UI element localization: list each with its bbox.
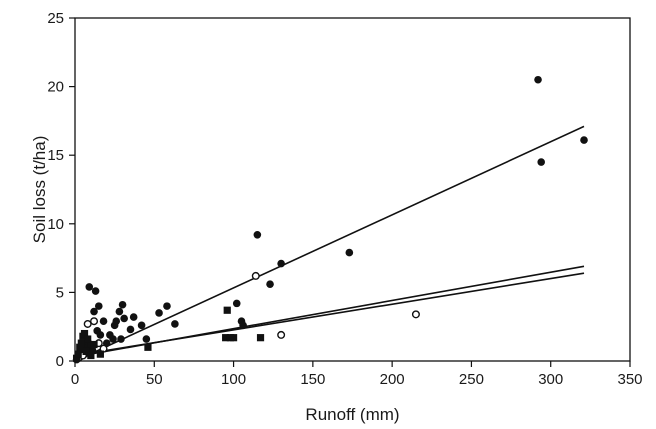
filled-circle-point	[126, 325, 135, 334]
filled-circle-point	[99, 317, 108, 326]
filled-square-point	[84, 335, 92, 343]
x-tick-label: 250	[459, 371, 484, 388]
open-circle-point	[83, 319, 92, 328]
filled-circle-point	[142, 335, 151, 343]
filled-circle-point	[171, 320, 179, 328]
x-axis: 0 50 100 150 200 250 300 350	[71, 361, 643, 388]
filled-square-point	[72, 354, 81, 362]
filled-circle-point	[253, 230, 262, 239]
filled-circle-point	[112, 317, 121, 326]
open-circle-point	[251, 271, 260, 280]
filled-circle-point	[120, 314, 128, 323]
filled-circle-point	[129, 313, 138, 321]
y-tick-label: 10	[47, 216, 64, 233]
filled-square-point	[74, 350, 82, 358]
filled-circle-point	[85, 283, 94, 291]
filled-circle-point	[534, 75, 542, 84]
filled-circle-point	[137, 321, 146, 330]
filled-circle-point	[580, 136, 588, 144]
x-tick-label: 50	[146, 371, 163, 388]
x-tick-label: 0	[71, 371, 79, 388]
open-circle-point	[90, 317, 99, 326]
plot-frame	[74, 17, 631, 362]
filled-square-point	[96, 350, 104, 358]
y-tick-label: 25	[47, 10, 64, 27]
filled-circle-point	[537, 158, 545, 166]
open-circle-point	[277, 330, 286, 339]
filled-square-point	[223, 306, 231, 314]
filled-circle-point	[266, 280, 274, 288]
filled-square-point	[82, 347, 90, 355]
filled-circle-point	[163, 302, 171, 310]
x-tick-label: 200	[380, 371, 405, 388]
y-tick-label: 20	[47, 79, 64, 96]
trend-line	[74, 272, 585, 357]
filled-square-point	[256, 334, 265, 342]
filled-square-point	[144, 343, 152, 351]
filled-square-point	[222, 334, 230, 342]
filled-circle-point	[91, 287, 100, 295]
filled-circle-point	[118, 300, 127, 309]
x-axis-title: Runoff (mm)	[305, 405, 399, 424]
x-tick-label: 350	[617, 371, 642, 388]
filled-circle-point	[345, 248, 354, 257]
y-axis: 0 5 10 15 20 25	[47, 10, 75, 370]
filled-circle-point	[277, 259, 285, 268]
x-tick-label: 150	[300, 371, 325, 388]
filled-square-point	[229, 334, 238, 342]
open-circle-point	[411, 310, 420, 319]
filled-circle-point	[155, 309, 163, 317]
filled-circle-point	[109, 335, 117, 343]
y-tick-label: 0	[56, 353, 64, 370]
plot-area	[72, 17, 631, 364]
y-tick-label: 5	[56, 284, 64, 301]
filled-circle-point	[96, 331, 105, 339]
filled-circle-point	[115, 307, 124, 316]
filled-circle-point	[232, 299, 241, 308]
filled-circle-point	[90, 307, 98, 316]
data-points	[72, 75, 588, 364]
x-tick-label: 100	[221, 371, 246, 388]
trend-line	[74, 125, 585, 362]
filled-square-point	[80, 329, 89, 338]
filled-square-point	[76, 343, 84, 351]
filled-square-point	[90, 340, 98, 349]
y-axis-title: Soil loss (t/ha)	[30, 136, 49, 244]
filled-circle-point	[117, 335, 125, 343]
y-tick-label: 15	[47, 147, 64, 164]
filled-square-point	[87, 351, 95, 360]
filled-circle-point	[239, 321, 247, 330]
trend-lines	[74, 125, 585, 362]
filled-square-point	[77, 339, 85, 347]
filled-circle-point	[94, 302, 103, 310]
x-tick-label: 300	[538, 371, 563, 388]
